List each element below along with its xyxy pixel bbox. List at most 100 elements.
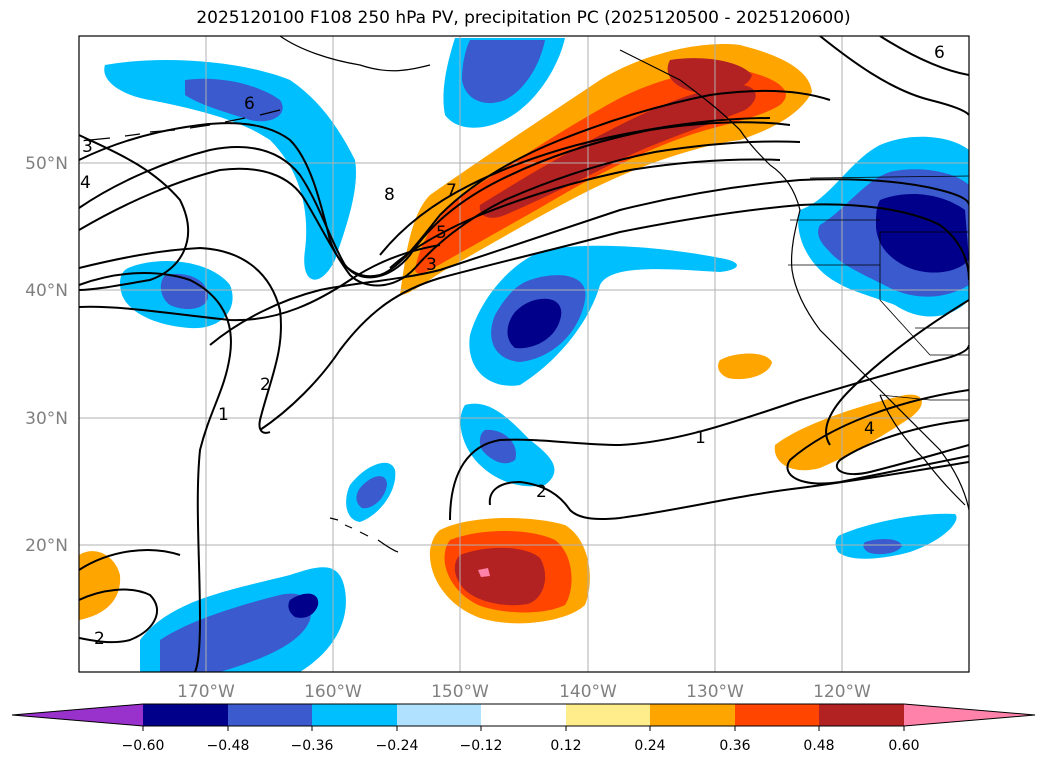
lon-label: 150°W xyxy=(431,682,489,702)
contour-lat-outer xyxy=(79,244,441,322)
mexico-border xyxy=(879,394,969,401)
pos-area-jet-strong-2 xyxy=(667,58,752,93)
colorbar-label: −0.12 xyxy=(460,738,503,754)
neg-area-aleutian xyxy=(104,60,356,280)
neg-area-east-strong xyxy=(875,194,969,273)
map-area: 6 3 4 8 7 5 3 2 1 1 2 2 4 6 xyxy=(79,36,969,672)
contour-jet-4 xyxy=(389,158,781,269)
neg-area-sw-mid xyxy=(160,593,311,672)
contour-label: 2 xyxy=(260,375,271,395)
colorbar-segment xyxy=(481,704,566,726)
se-alaska-coast xyxy=(619,49,771,166)
contour-east-loop xyxy=(835,419,969,476)
contour-1-south xyxy=(449,344,969,521)
hawaii-islands xyxy=(329,517,399,553)
contour-top-right xyxy=(819,36,969,116)
neg-area-gulf-mid xyxy=(462,40,545,104)
colorbar-label: 0.48 xyxy=(803,738,834,754)
pos-area-small xyxy=(718,353,772,380)
figure-title: 2025120100 F108 250 hPa PV, precipitatio… xyxy=(196,8,851,28)
colorbar-segment xyxy=(650,704,735,726)
contour-sw xyxy=(79,588,159,644)
nv-border xyxy=(879,265,969,356)
lon-label: 170°W xyxy=(177,682,235,702)
contour-label: 3 xyxy=(426,255,437,275)
contour-2-south xyxy=(488,461,969,520)
pos-area-west xyxy=(79,551,121,620)
contour-label: 1 xyxy=(695,428,706,448)
lon-label: 140°W xyxy=(559,682,617,702)
alaska-coast xyxy=(279,36,431,72)
lat-label: 20°N xyxy=(25,536,68,556)
neg-area-central-strong xyxy=(507,298,562,349)
contour-long-1 xyxy=(209,178,969,346)
contour-1 xyxy=(79,272,232,672)
neg-area-hawaii-mid xyxy=(356,476,387,509)
lon-label: 130°W xyxy=(686,682,744,702)
colorbar-label: 0.60 xyxy=(888,738,919,754)
contour-label: 2 xyxy=(536,482,547,502)
contour-top-right-2 xyxy=(879,36,969,76)
colorbar-label: 0.12 xyxy=(550,738,581,754)
colorbar-label: 0.24 xyxy=(634,738,665,754)
colorbar-left-extend xyxy=(12,704,143,726)
contour-label: 4 xyxy=(864,419,875,439)
lon-labels: 170°W 160°W 150°W 140°W 130°W 120°W xyxy=(177,682,871,702)
map-frame xyxy=(78,35,970,673)
coastlines xyxy=(89,36,969,553)
lat-label: 30°N xyxy=(25,409,68,429)
contour-label-group: 6 3 4 8 7 5 3 2 1 1 2 2 4 6 xyxy=(80,43,945,649)
baja-coast xyxy=(879,394,966,506)
contour-label: 2 xyxy=(94,629,105,649)
precip-fills xyxy=(79,38,969,672)
colorbar-segment xyxy=(312,704,397,726)
colorbar-segment xyxy=(228,704,312,726)
neg-area-sw-strong xyxy=(288,593,319,618)
borders xyxy=(788,175,969,401)
ca-or-border xyxy=(788,231,969,266)
contour-label: 1 xyxy=(218,405,229,425)
lat-label: 40°N xyxy=(25,281,68,301)
us-west-coast xyxy=(790,209,969,511)
contour-long-2 xyxy=(259,203,969,431)
neg-area-aleutian-mid xyxy=(185,78,283,122)
contour-jet-5 xyxy=(379,117,771,256)
contour-2 xyxy=(79,246,282,434)
lat-labels: 50°N 40°N 30°N 20°N xyxy=(25,154,68,556)
pos-area-jet-strong xyxy=(479,85,756,218)
pos-area-baja xyxy=(774,394,922,471)
colorbar-label: −0.24 xyxy=(376,738,419,754)
colorbar-label: −0.48 xyxy=(207,738,250,754)
contour-label: 3 xyxy=(82,137,93,157)
pos-area-south-max xyxy=(478,568,490,577)
colorbar-ticks xyxy=(142,726,905,731)
colorbar-segment xyxy=(735,704,819,726)
contour-3 xyxy=(79,134,190,291)
contour-jet-3 xyxy=(79,140,801,287)
contour-label: 4 xyxy=(80,173,91,193)
lat-label: 50°N xyxy=(25,154,68,174)
us-canada-border xyxy=(809,175,969,179)
colorbar-segment xyxy=(397,704,481,726)
colorbar-right-extend xyxy=(904,704,1035,726)
colorbar-label: 0.36 xyxy=(719,738,750,754)
neg-area-se-mid xyxy=(863,538,902,555)
contour-east-outer xyxy=(786,389,969,485)
pos-area-south-strong xyxy=(454,547,546,606)
colorbar-label: −0.60 xyxy=(122,738,165,754)
colorbar-segment xyxy=(566,704,650,726)
colorbar-label: −0.36 xyxy=(291,738,334,754)
contour-jet-1 xyxy=(79,89,831,278)
lon-label: 120°W xyxy=(813,682,871,702)
neg-area-south-mid xyxy=(479,429,516,464)
contour-sw-2 xyxy=(79,549,181,571)
contour-label: 5 xyxy=(436,223,447,243)
colorbar: −0.60 −0.48 −0.36 −0.24 −0.12 0.12 0.24 … xyxy=(11,703,1036,754)
grid-lines xyxy=(79,36,969,672)
contour-label: 6 xyxy=(244,94,255,114)
pv-contours xyxy=(79,36,969,672)
contour-label: 6 xyxy=(934,43,945,63)
contour-label: 8 xyxy=(384,185,395,205)
colorbar-segment xyxy=(143,704,228,726)
